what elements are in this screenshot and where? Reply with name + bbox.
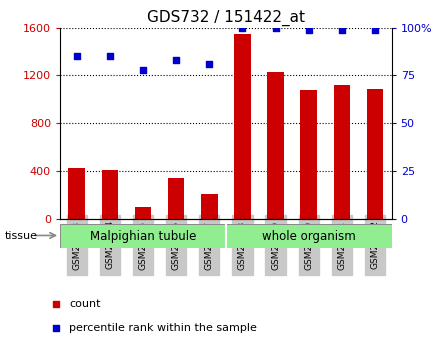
Bar — [201, 194, 218, 219]
Point — [173, 57, 180, 63]
Point — [106, 53, 113, 59]
Bar — [367, 89, 383, 219]
Point — [333, 223, 340, 229]
Point — [139, 67, 146, 72]
Bar — [60, 224, 226, 248]
Text: percentile rank within the sample: percentile rank within the sample — [69, 324, 257, 333]
Text: tissue: tissue — [4, 231, 37, 241]
Point — [206, 61, 213, 67]
Text: whole organism: whole organism — [262, 230, 356, 243]
Point — [272, 25, 279, 30]
Title: GDS732 / 151422_at: GDS732 / 151422_at — [147, 10, 305, 26]
Point — [372, 27, 379, 32]
Bar — [69, 168, 85, 219]
Bar — [300, 90, 317, 219]
Bar — [234, 33, 251, 219]
Text: Malpighian tubule: Malpighian tubule — [90, 230, 196, 243]
Bar — [101, 170, 118, 219]
Point — [239, 25, 246, 30]
Point — [73, 53, 80, 59]
Bar — [168, 178, 184, 219]
Bar — [135, 207, 151, 219]
Point — [338, 27, 345, 32]
Point — [333, 4, 340, 9]
Bar — [267, 72, 284, 219]
Bar — [334, 85, 350, 219]
Point — [305, 27, 312, 32]
Text: count: count — [69, 299, 101, 309]
Bar — [226, 224, 392, 248]
